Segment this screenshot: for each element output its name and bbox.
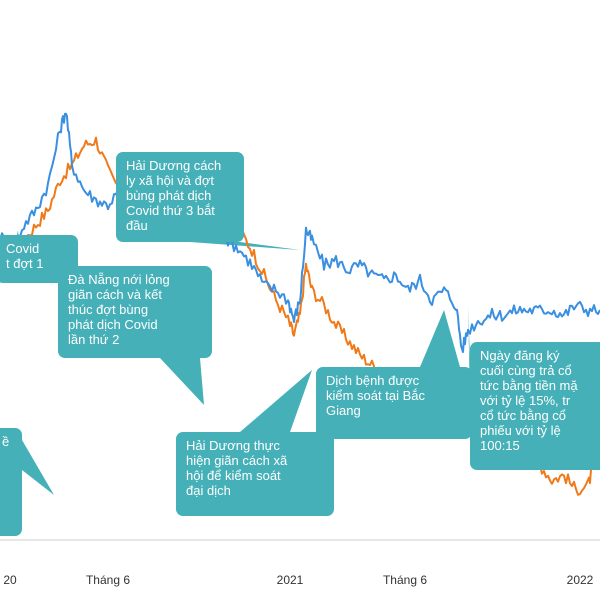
x-tick-label: 20: [3, 573, 17, 587]
annotation-bac-giang-controlled: Dịch bệnh được kiểm soát tại Bắc Giang: [316, 367, 472, 439]
callout-pointer-1: [190, 242, 300, 250]
callout-pointer-4: [420, 310, 460, 367]
callout-pointers: [8, 230, 470, 495]
callout-pointer-3: [160, 358, 204, 405]
annotation-left-edge: ề: [0, 428, 22, 536]
callout-pointer-7: [22, 440, 54, 495]
annotation-covid-wave-1: Covid t đợt 1: [0, 235, 78, 283]
x-tick-label: Tháng 6: [86, 573, 130, 587]
x-tick-label: Tháng 6: [383, 573, 427, 587]
annotation-da-nang-easing: Đà Nẵng nới lỏng giãn cách và kết thúc đ…: [58, 266, 212, 358]
series-line-2: [0, 112, 600, 354]
x-tick-label: 2022: [567, 573, 594, 587]
x-tick-label: 2021: [277, 573, 304, 587]
annotation-hai-duong-distancing: Hải Dương thực hiện giãn cách xã hội để …: [176, 432, 334, 516]
annotation-hai-duong-outbreak: Hải Dương cách ly xã hội và đợt bùng phá…: [116, 152, 244, 242]
callout-pointer-6: [240, 370, 312, 432]
annotation-dividend-record-date: Ngày đăng ký cuối cùng trả cổ tức bằng t…: [470, 342, 600, 470]
x-axis-ticks: 20 Tháng 6 2021 Tháng 6 2022: [3, 573, 593, 587]
